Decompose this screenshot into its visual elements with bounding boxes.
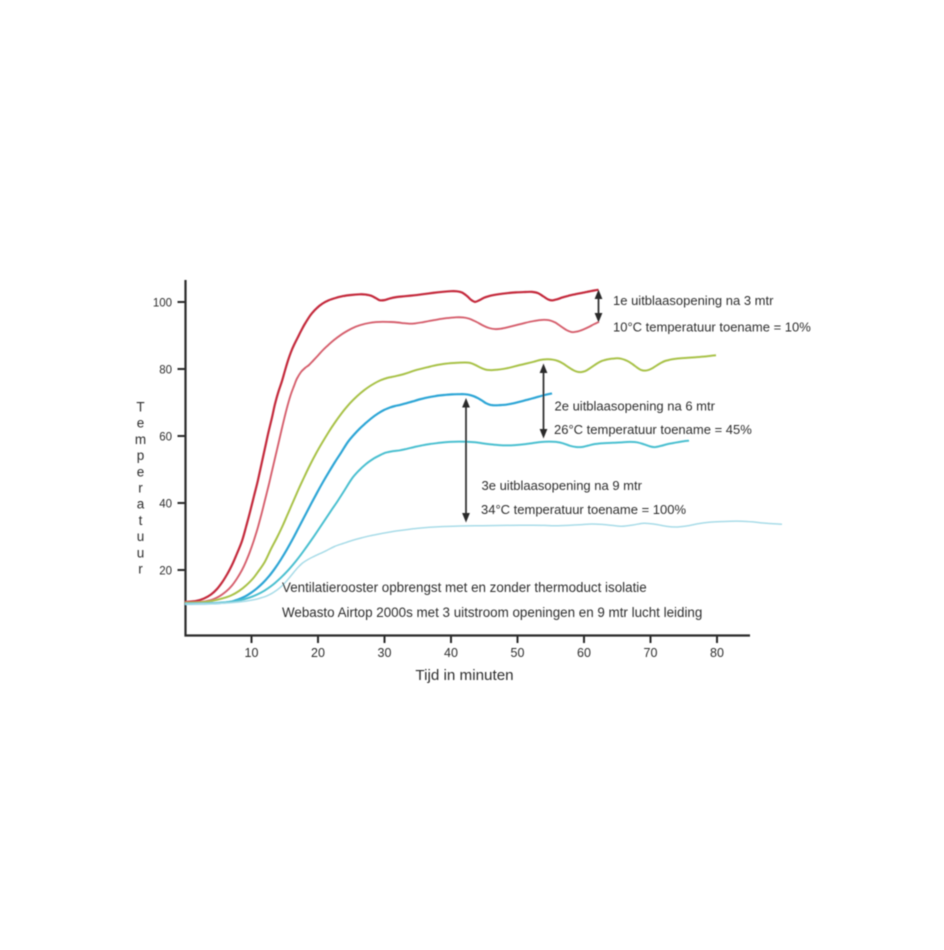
svg-text:80: 80 <box>710 646 724 660</box>
svg-text:34°C temperatuur toename = 100: 34°C temperatuur toename = 100% <box>481 502 686 517</box>
svg-text:a: a <box>137 497 145 512</box>
svg-text:30: 30 <box>378 646 392 660</box>
svg-text:10: 10 <box>245 646 259 660</box>
svg-text:r: r <box>138 562 143 577</box>
svg-text:10°C temperatuur toename = 10%: 10°C temperatuur toename = 10% <box>613 320 811 335</box>
svg-text:60: 60 <box>577 646 591 660</box>
svg-text:40: 40 <box>444 646 458 660</box>
svg-text:50: 50 <box>511 646 525 660</box>
svg-text:70: 70 <box>644 646 658 660</box>
svg-text:r: r <box>138 481 143 496</box>
svg-text:1e uitblaasopening na 3 mtr: 1e uitblaasopening na 3 mtr <box>613 293 774 308</box>
svg-text:3e uitblaasopening na 9 mtr: 3e uitblaasopening na 9 mtr <box>482 478 643 493</box>
svg-text:20: 20 <box>159 565 172 577</box>
svg-text:Tijd in minuten: Tijd in minuten <box>415 667 513 684</box>
svg-text:p: p <box>137 448 145 463</box>
svg-text:40: 40 <box>159 498 172 510</box>
svg-text:u: u <box>137 545 145 560</box>
svg-text:Webasto Airtop 2000s met 3 uit: Webasto Airtop 2000s met 3 uitstroom ope… <box>282 605 702 620</box>
svg-text:Ventilatierooster opbrengst me: Ventilatierooster opbrengst met en zonde… <box>282 580 647 595</box>
svg-text:26°C temperatuur toename = 45%: 26°C temperatuur toename = 45% <box>554 422 752 437</box>
svg-text:e: e <box>137 464 145 479</box>
svg-text:u: u <box>137 529 145 544</box>
svg-text:100: 100 <box>153 297 172 309</box>
svg-text:2e uitblaasopening na 6 mtr: 2e uitblaasopening na 6 mtr <box>555 399 716 414</box>
svg-text:m: m <box>135 432 146 447</box>
svg-text:t: t <box>139 513 143 528</box>
svg-text:60: 60 <box>159 431 172 443</box>
svg-text:T: T <box>136 400 144 415</box>
svg-text:e: e <box>137 416 145 431</box>
svg-text:20: 20 <box>311 646 325 660</box>
svg-text:80: 80 <box>159 364 172 376</box>
